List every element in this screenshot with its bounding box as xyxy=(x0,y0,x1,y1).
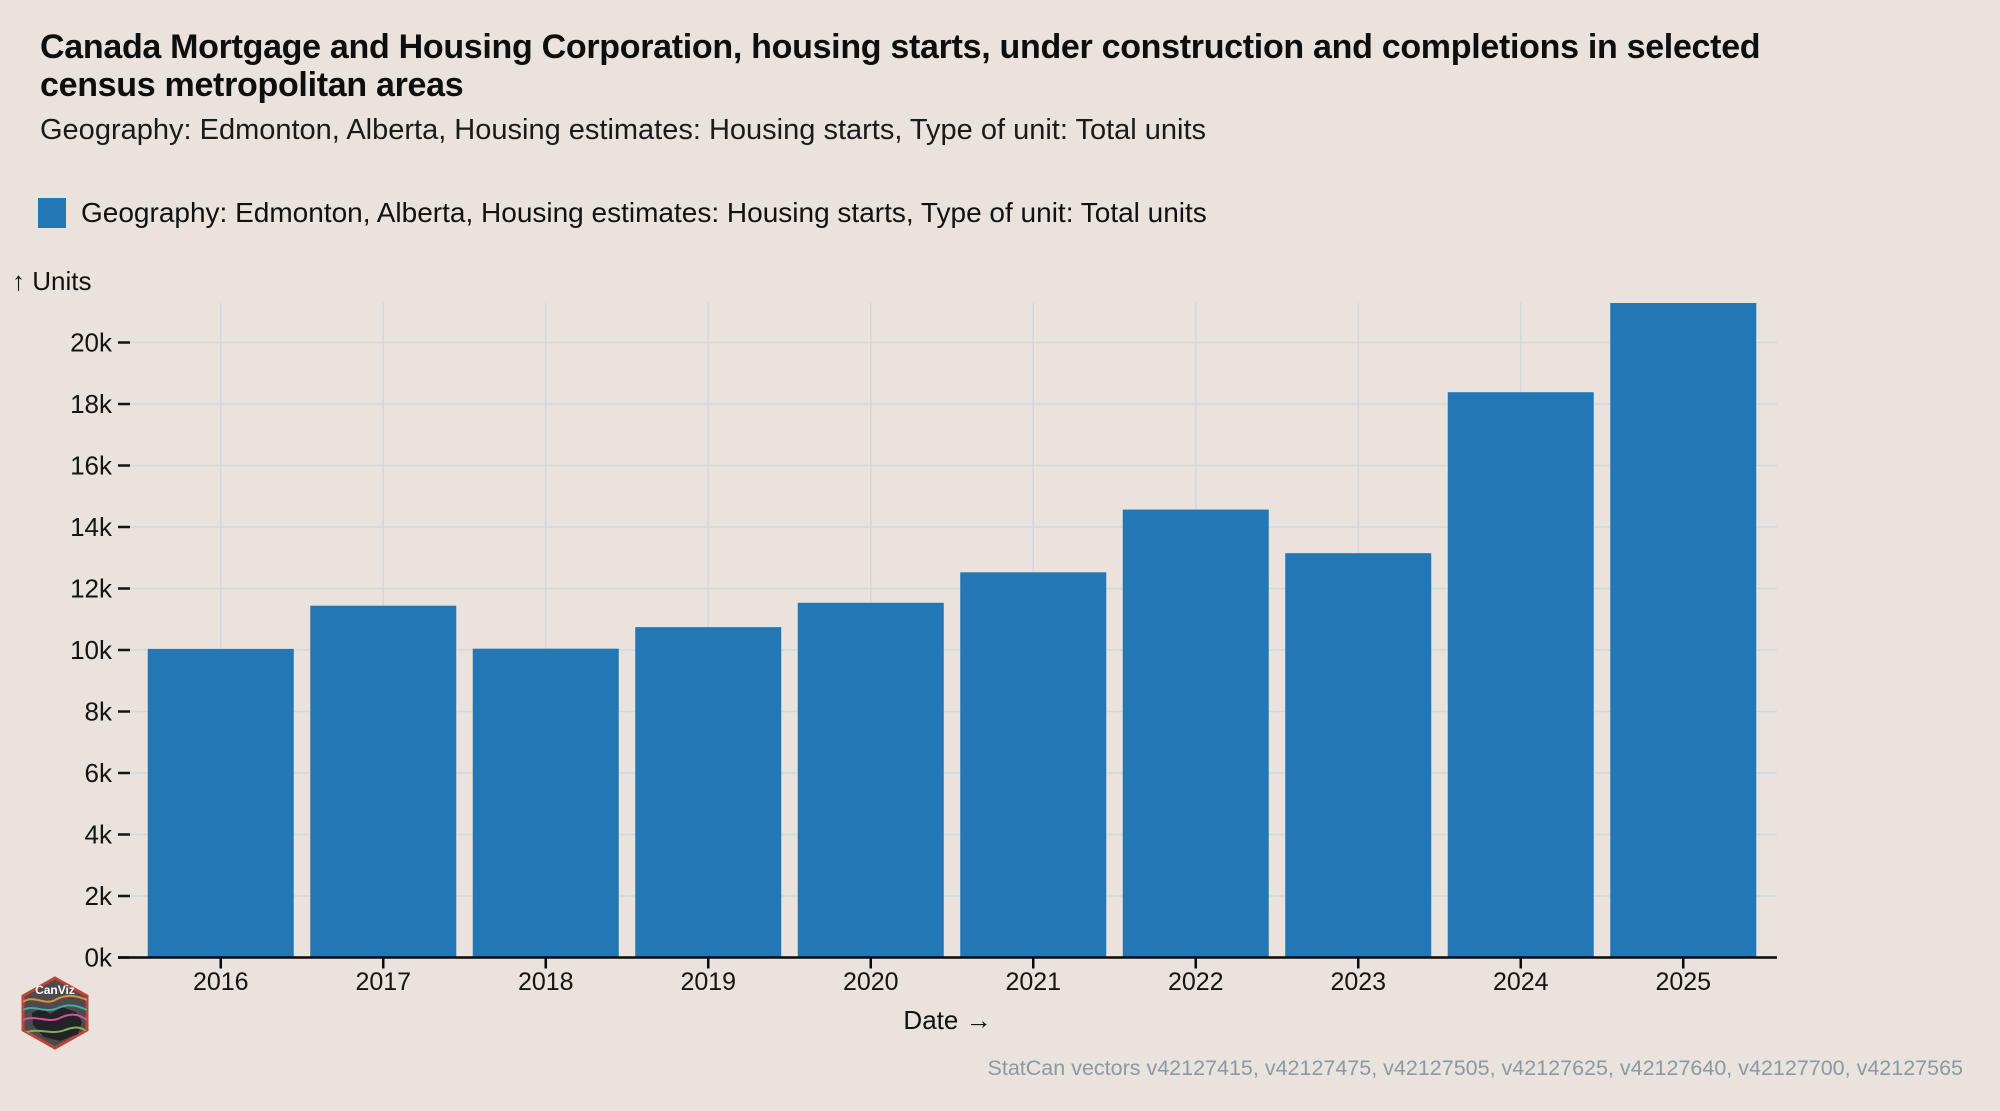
canviz-logo: CanViz xyxy=(21,976,89,1050)
x-tick-label: 2016 xyxy=(193,968,249,996)
source-caption: StatCan vectors v42127415, v42127475, v4… xyxy=(987,1056,1963,1080)
bar-2021 xyxy=(960,572,1107,958)
y-tick-label: 2k xyxy=(85,881,113,911)
legend-label: Geography: Edmonton, Alberta, Housing es… xyxy=(81,197,1207,228)
bar-2025 xyxy=(1610,303,1757,958)
logo-line-teal xyxy=(23,1004,87,1011)
bar-2018 xyxy=(472,648,619,958)
bar-2023 xyxy=(1285,553,1432,958)
y-tick-label: 0k xyxy=(85,943,113,973)
y-tick-label: 16k xyxy=(70,451,113,481)
y-tick-label: 20k xyxy=(70,328,113,358)
y-tick-label: 18k xyxy=(70,389,113,419)
y-tick-label: 4k xyxy=(85,820,113,850)
x-tick-label: 2025 xyxy=(1655,968,1711,996)
x-tick-label: 2024 xyxy=(1493,968,1549,996)
logo-text: CanViz xyxy=(35,983,75,997)
x-tick-label: 2018 xyxy=(518,968,574,996)
logo-line-orange xyxy=(23,994,87,1003)
y-tick-label: 8k xyxy=(85,697,113,727)
y-tick-label: 6k xyxy=(85,758,113,788)
x-tick-label: 2019 xyxy=(680,968,736,996)
chart-title-line-1: Canada Mortgage and Housing Corporation,… xyxy=(40,28,1761,66)
bar-2024 xyxy=(1447,392,1594,958)
chart-title: Canada Mortgage and Housing Corporation,… xyxy=(40,28,1950,104)
logo-line-green xyxy=(23,1026,87,1035)
legend: Geography: Edmonton, Alberta, Housing es… xyxy=(38,198,1207,228)
x-tick-label: 2020 xyxy=(843,968,899,996)
x-tick-label: 2021 xyxy=(1005,968,1061,996)
x-tick-label: 2023 xyxy=(1330,968,1386,996)
x-tick-label: 2022 xyxy=(1168,968,1224,996)
chart-title-line-2: census metropolitan areas xyxy=(40,66,464,104)
x-tick-label: 2017 xyxy=(355,968,411,996)
x-axis-title: Date → xyxy=(903,1005,992,1035)
y-axis-title: ↑ Units xyxy=(12,266,92,296)
bar-2022 xyxy=(1122,509,1269,958)
y-tick-label: 14k xyxy=(70,512,113,542)
bar-2016 xyxy=(147,648,294,958)
legend-swatch-icon xyxy=(38,198,66,228)
chart-subtitle: Geography: Edmonton, Alberta, Housing es… xyxy=(40,114,1207,146)
y-tick-label: 12k xyxy=(70,574,113,604)
bar-2020 xyxy=(797,602,944,958)
y-tick-label: 10k xyxy=(70,635,113,665)
bar-2017 xyxy=(310,605,457,958)
logo-line-magenta xyxy=(23,1013,87,1021)
bar-2019 xyxy=(635,627,782,958)
